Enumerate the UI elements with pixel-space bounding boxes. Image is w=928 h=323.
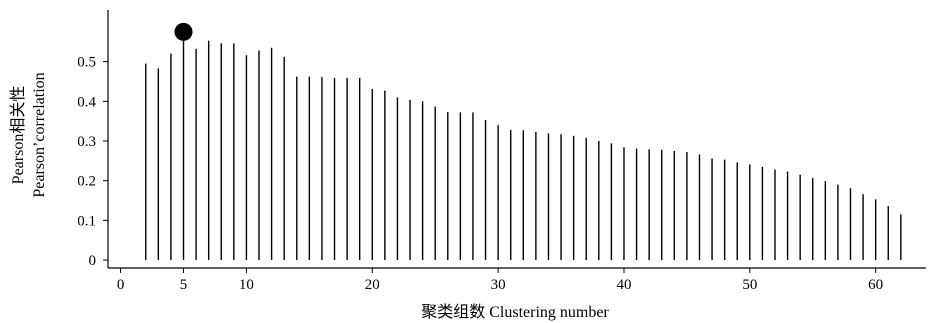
- highlight-marker: [174, 22, 193, 41]
- y-tick-label-0.5: 0.5: [77, 55, 96, 71]
- bar-series: [145, 31, 902, 261]
- x-axis-title: 聚类组数 Clustering number: [421, 303, 609, 321]
- x-tick-label-30: 30: [491, 277, 506, 293]
- y-axis-title-line-1: Pearson相关性: [9, 86, 27, 185]
- x-tick-label-10: 10: [239, 277, 254, 293]
- x-tick-label-0: 0: [117, 277, 125, 293]
- y-axis-title-line-2: Pearson’correlation: [31, 72, 48, 197]
- y-tick-label-0.4: 0.4: [77, 94, 96, 110]
- x-tick-label-5: 5: [180, 277, 188, 293]
- y-axis-ticks: 0 0.1 0.2 0.3 0.4 0.5: [77, 55, 108, 269]
- y-tick-label-0.3: 0.3: [77, 134, 96, 150]
- x-axis-ticks: 0 5 10 20 30 40 50 60: [117, 268, 883, 293]
- x-tick-label-40: 40: [616, 277, 631, 293]
- x-tick-label-20: 20: [365, 277, 380, 293]
- y-tick-label-0: 0: [89, 253, 97, 269]
- y-tick-label-0.2: 0.2: [77, 174, 96, 190]
- x-tick-label-60: 60: [868, 277, 883, 293]
- y-tick-label-0.1: 0.1: [77, 213, 96, 229]
- x-tick-label-50: 50: [742, 277, 757, 293]
